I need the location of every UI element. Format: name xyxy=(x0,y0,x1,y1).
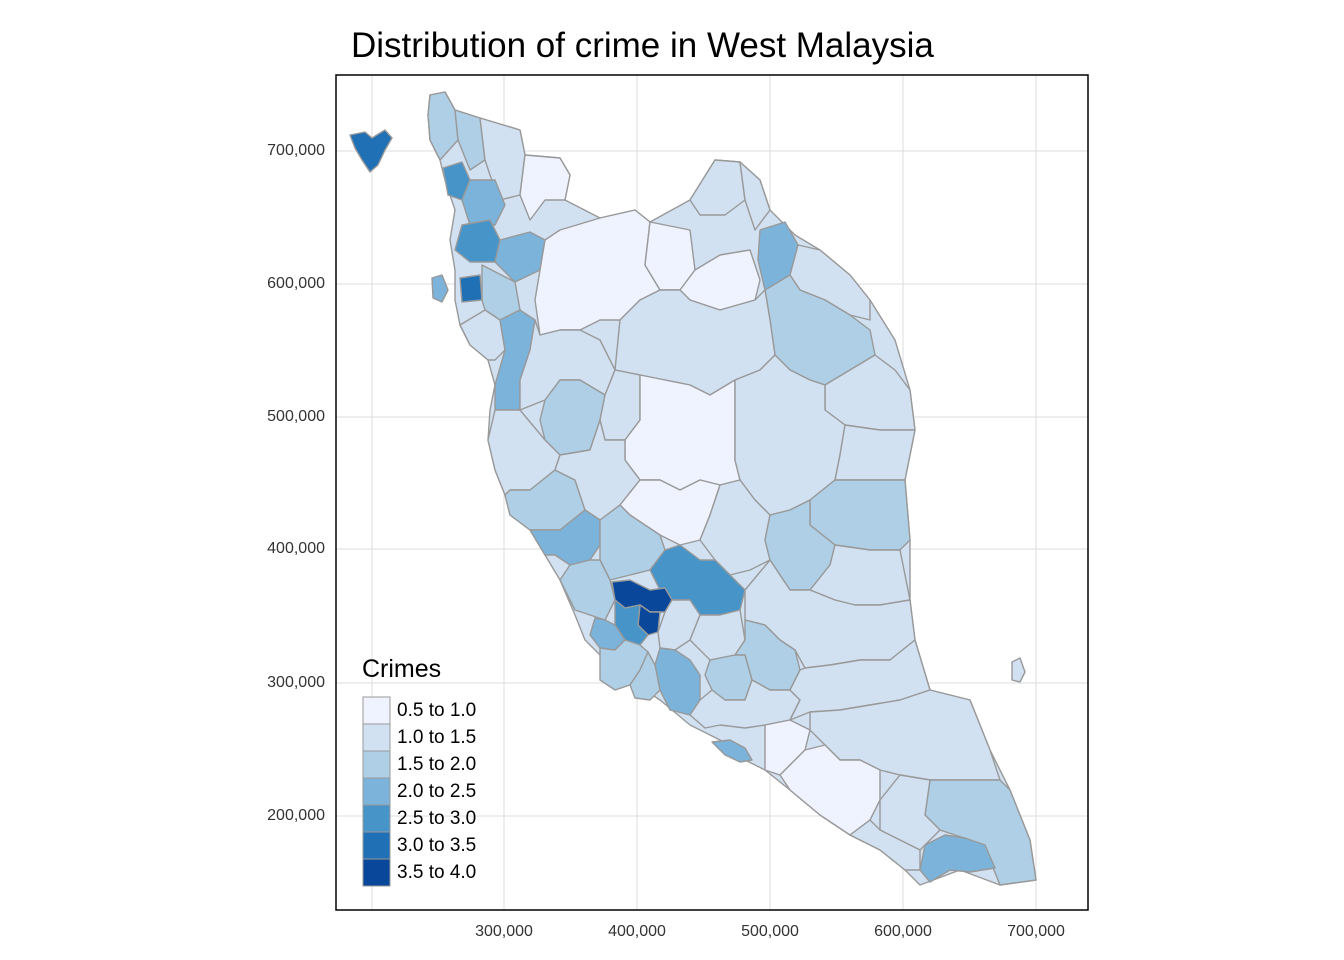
legend-label: 2.0 to 2.5 xyxy=(397,781,477,802)
island-penang xyxy=(431,274,449,303)
region-nw-2 xyxy=(454,109,486,171)
region-w-11 xyxy=(559,559,616,621)
panel-border xyxy=(335,74,1089,911)
x-tick-label: 700,000 xyxy=(1007,923,1065,940)
map-regions xyxy=(349,91,1037,886)
region-s-4 xyxy=(629,651,661,701)
region-c-5 xyxy=(699,479,771,576)
x-tick-label: 600,000 xyxy=(874,923,932,940)
y-tick-label: 500,000 xyxy=(267,408,325,425)
legend-label: 3.0 to 3.5 xyxy=(397,835,477,856)
region-nw-9 xyxy=(459,274,483,303)
legend-swatch xyxy=(362,777,391,806)
legend-swatch xyxy=(362,750,391,779)
legend-swatch xyxy=(362,696,391,725)
island-tioman xyxy=(1011,657,1026,683)
region-s-8 xyxy=(711,739,753,763)
legend-swatch xyxy=(362,858,391,887)
region-s-15 xyxy=(849,819,921,871)
x-tick-label: 500,000 xyxy=(741,923,799,940)
region-nw-5 xyxy=(461,179,506,226)
region-ne-1 xyxy=(689,159,746,216)
legend-label: 1.0 to 1.5 xyxy=(397,727,477,748)
region-nw-1 xyxy=(427,91,459,161)
region-nw-7 xyxy=(454,219,501,263)
region-nw-6 xyxy=(519,154,571,221)
region-e-3 xyxy=(834,424,916,481)
legend-label: 3.5 to 4.0 xyxy=(397,862,477,883)
region-w-9 xyxy=(529,509,601,566)
legend-swatch xyxy=(362,804,391,833)
y-tick-label: 700,000 xyxy=(267,142,325,159)
legend-swatch xyxy=(362,831,391,860)
legend-swatches xyxy=(362,696,391,887)
x-tick-label: 300,000 xyxy=(475,923,533,940)
legend-label: 2.5 to 3.0 xyxy=(397,808,477,829)
y-tick-label: 400,000 xyxy=(267,540,325,557)
x-tick-label: 400,000 xyxy=(608,923,666,940)
region-c-2 xyxy=(624,374,741,491)
legend-label: 1.5 to 2.0 xyxy=(397,754,477,775)
legend-swatch xyxy=(362,723,391,752)
region-s-14 xyxy=(919,834,996,883)
island-langkawi xyxy=(349,129,393,173)
legend-title: Crimes xyxy=(362,655,442,683)
y-tick-label: 200,000 xyxy=(267,807,325,824)
region-nw-3 xyxy=(479,117,526,201)
y-tick-label: 300,000 xyxy=(267,674,325,691)
region-w-1 xyxy=(459,309,506,361)
legend-label: 0.5 to 1.0 xyxy=(397,700,477,721)
y-tick-label: 600,000 xyxy=(267,275,325,292)
map-title: Distribution of crime in West Malaysia xyxy=(351,26,934,65)
region-ne-2 xyxy=(739,161,771,231)
